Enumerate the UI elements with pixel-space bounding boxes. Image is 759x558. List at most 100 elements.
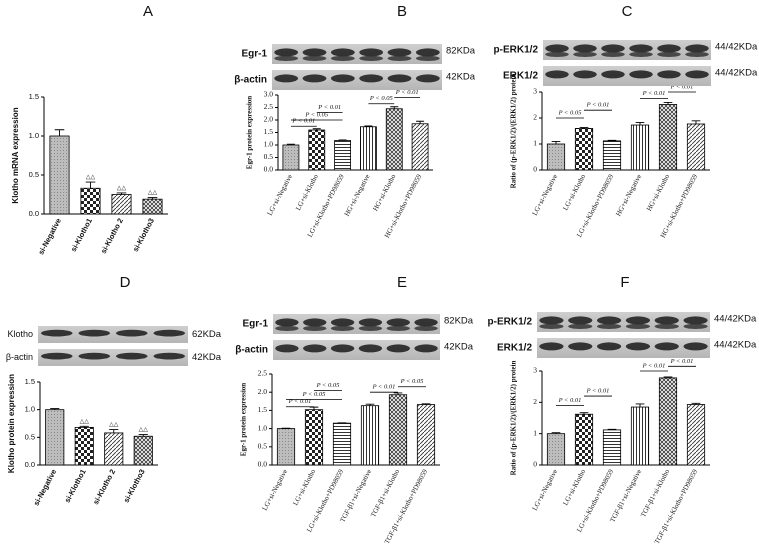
y-tick-label: 3: [533, 366, 537, 375]
bar: [602, 429, 622, 466]
significance-mark: △△: [86, 175, 96, 181]
error-bar: [691, 402, 701, 405]
error-bar: [85, 181, 96, 189]
y-tick-label: 0.5: [25, 432, 35, 441]
blot-band: [539, 342, 564, 351]
bar: [142, 198, 163, 215]
error-bar: [579, 127, 589, 129]
blot-band: [330, 74, 355, 83]
blot-label: ERK1/2: [497, 343, 532, 354]
significance-label: P < 0.01: [395, 89, 419, 96]
x-tick-label: si-Klotho3: [122, 468, 147, 505]
blot-band: [387, 55, 412, 62]
error-bar: [635, 403, 645, 408]
blot-size: 44/42KDa: [714, 340, 757, 351]
blot-label: β-actin: [234, 75, 267, 86]
x-tick-label: si-Negative: [36, 217, 63, 257]
blot-band: [274, 74, 299, 83]
y-tick-label: 1.5: [264, 127, 274, 136]
blot-band: [573, 44, 597, 53]
significance-label: P < 0.05: [400, 378, 425, 385]
error-bar: [551, 432, 561, 434]
bar: [602, 140, 622, 171]
blot-strip: [273, 314, 440, 334]
blot-band: [573, 51, 597, 58]
blot-band: [78, 329, 110, 337]
x-tick-label: TGF-β1+si-Klotho: [639, 468, 671, 519]
bar: [630, 124, 650, 171]
bar: [630, 406, 650, 466]
blot-band: [685, 51, 709, 58]
blot-band: [359, 74, 384, 83]
x-tick-label: LG+si-Klotho: [561, 173, 587, 212]
blot-band: [601, 70, 625, 79]
blot-band: [629, 51, 653, 58]
blot-band: [275, 325, 299, 331]
bar: [416, 404, 436, 466]
y-tick-label: 3: [533, 87, 537, 96]
blot-band: [415, 55, 440, 62]
significance-mark: △△: [117, 186, 127, 192]
y-tick-label: 2.5: [258, 369, 268, 378]
significance-label: P < 0.01: [586, 102, 610, 109]
blot-strip: [537, 312, 710, 332]
bar: [49, 135, 70, 215]
blot-size: 44/42KDa: [715, 42, 758, 53]
bar: [388, 394, 408, 466]
blot-strip: [272, 70, 442, 90]
y-tick-label: 1.0: [29, 131, 39, 140]
blot-band: [545, 51, 569, 58]
blot-band: [414, 325, 438, 331]
bar: [276, 428, 296, 466]
bar: [574, 127, 594, 171]
blot-label: β-actin: [235, 345, 268, 356]
blot-band: [359, 48, 384, 57]
significance-label: P < 0.05: [316, 382, 341, 389]
blot-band: [386, 344, 410, 353]
blot-size: 42KDa: [192, 352, 222, 363]
blot-band: [303, 344, 327, 353]
blot-band: [685, 44, 709, 53]
error-bar: [79, 425, 89, 428]
panel-label: B: [397, 3, 407, 20]
blot-band: [657, 51, 681, 58]
blot-label: ERK1/2: [503, 71, 538, 82]
blot-band: [629, 44, 653, 53]
significance-label: P < 0.01: [558, 397, 582, 404]
significance-label: P < 0.01: [586, 388, 610, 395]
y-tick-label: 1.5: [258, 405, 268, 414]
bar: [360, 405, 380, 466]
blot-band: [303, 325, 327, 331]
y-tick-label: 0.0: [264, 165, 274, 174]
bar: [111, 194, 132, 215]
blot-band: [358, 318, 383, 327]
bar: [332, 422, 352, 466]
significance-label: P < 0.05: [302, 391, 327, 398]
x-tick-label: TGF-β1+si-Negative: [608, 468, 643, 524]
bar: [282, 144, 300, 171]
blot-strip: [537, 338, 710, 358]
blot-size: 82KDa: [446, 46, 476, 57]
blot-band: [414, 344, 438, 353]
y-tick-label: 3.0: [264, 90, 274, 99]
blot-band: [330, 325, 355, 331]
significance-mark: △△: [148, 190, 158, 196]
error-bar: [312, 128, 321, 130]
y-tick-label: 0.0: [25, 460, 35, 469]
blot-band: [78, 352, 110, 360]
blot-band: [330, 48, 355, 57]
y-tick-label: 0.5: [264, 152, 274, 161]
bar: [334, 140, 351, 171]
y-tick-label: 2.0: [264, 115, 274, 124]
y-tick-label: 0.0: [258, 460, 268, 469]
x-tick-label: TGF-β1+si-Klotho: [369, 468, 401, 519]
bar: [104, 432, 124, 466]
error-bar: [364, 125, 373, 127]
blot-band: [275, 344, 299, 353]
blot-band: [683, 323, 708, 329]
blot-size: 42KDa: [444, 342, 474, 353]
y-tick-label: 0.5: [29, 170, 39, 179]
blot-band: [545, 70, 569, 79]
panel-label: A: [143, 3, 153, 20]
blot-band: [41, 352, 73, 360]
